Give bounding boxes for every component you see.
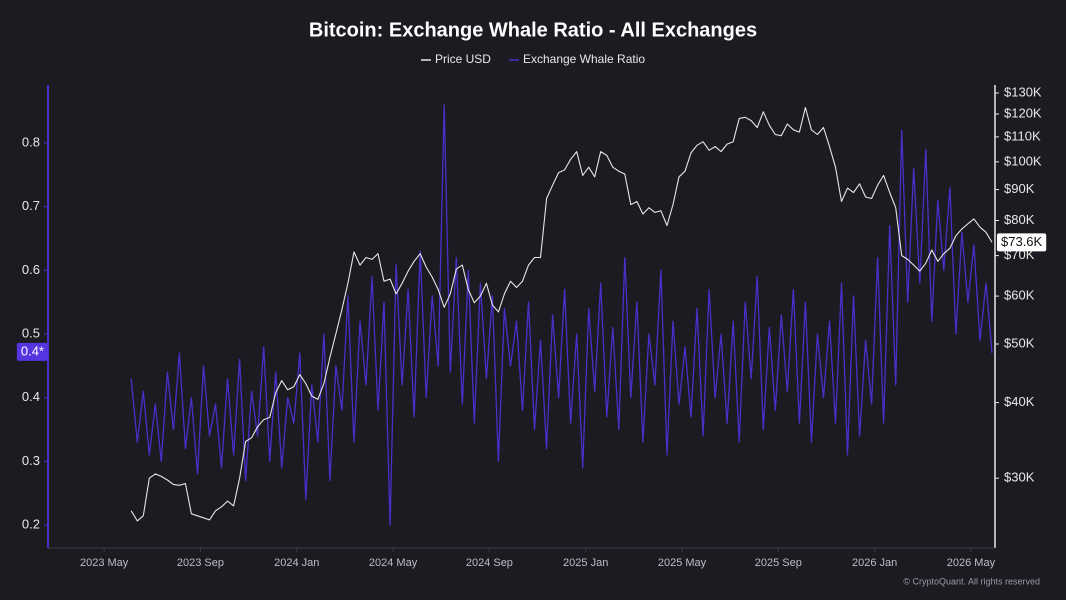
x-tick-label: 2025 Jan [563, 557, 608, 569]
current-value-box [997, 233, 1047, 252]
y-tick-label: 0.6 [22, 262, 40, 277]
y2-tick-label: $100K [1004, 153, 1042, 168]
current-value-label: $73.6K [997, 233, 1047, 252]
current-value-text: 0.4* [21, 343, 44, 358]
x-tick-label: 2023 May [80, 557, 129, 569]
y2-tick-label: $90K [1004, 181, 1035, 196]
x-tick-label: 2024 May [369, 557, 418, 569]
x-tick-label: 2026 Jan [852, 557, 897, 569]
y2-tick-label: $110K [1004, 128, 1041, 143]
x-tick-label: 2024 Sep [466, 557, 513, 569]
current-value-box [16, 342, 48, 361]
x-tick-label: 2025 May [658, 557, 707, 569]
y2-tick-label: $80K [1004, 212, 1035, 227]
x-tick-label: 2024 Jan [274, 557, 319, 569]
y2-tick-label: $120K [1004, 105, 1042, 120]
x-tick-label: 2026 May [947, 557, 996, 569]
y2-tick-label: $40K [1004, 394, 1035, 409]
y-tick-label: 0.3 [22, 453, 40, 468]
current-value-text: $73.6K [1001, 234, 1043, 249]
x-tick-label: 2023 Sep [177, 557, 224, 569]
x-tick-label: 2025 Sep [755, 557, 802, 569]
y-tick-label: 0.2 [22, 517, 40, 532]
legend-label: Price USD [435, 52, 491, 66]
y2-tick-label: $50K [1004, 335, 1035, 350]
legend-label: Exchange Whale Ratio [523, 52, 645, 66]
y-tick-label: 0.4 [22, 389, 40, 404]
y-tick-label: 0.8 [22, 134, 40, 149]
y-tick-label: 0.7 [22, 198, 40, 213]
chart-title: Bitcoin: Exchange Whale Ratio - All Exch… [309, 19, 757, 41]
current-value-label: 0.4* [16, 342, 48, 361]
y-tick-label: 0.5 [22, 325, 40, 340]
y2-tick-label: $60K [1004, 288, 1035, 303]
y2-tick-label: $130K [1004, 84, 1042, 99]
series-line [130, 106, 993, 522]
credit: © CryptoQuant. All rights reserved [903, 576, 1040, 586]
series-line [130, 104, 993, 526]
y2-tick-label: $30K [1004, 470, 1035, 485]
